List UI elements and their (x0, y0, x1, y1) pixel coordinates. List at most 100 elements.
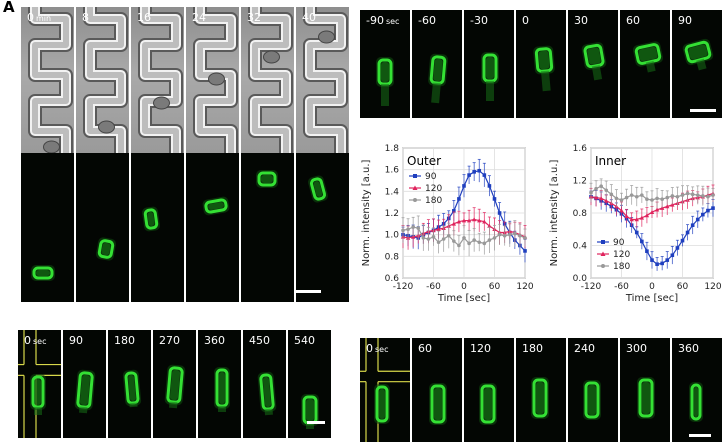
cell-image (479, 383, 497, 425)
time-label: 0 min (27, 12, 51, 23)
legend-label: 90 (425, 172, 437, 182)
data-point (401, 228, 405, 233)
data-point (619, 198, 624, 202)
data-point (436, 227, 441, 232)
data-point (441, 237, 446, 241)
time-label: 60 (626, 15, 642, 26)
cell-image (308, 175, 328, 203)
cell-image (96, 237, 116, 261)
inner-chart: -120 -60 0 60 120 0.0 0.4 0.8 1.2 1.6 Time [sec] No… (543, 140, 723, 304)
inner-chart-svg: -120 -60 0 60 120 0.0 0.4 0.8 1.2 1.6 Time [sec] No… (549, 144, 722, 304)
channel-image (248, 7, 293, 153)
data-point (416, 226, 421, 230)
time-label-value: 360 (204, 334, 225, 347)
x-axis-label: Time [sec] (437, 293, 490, 304)
data-point (675, 246, 680, 250)
cell-image (428, 53, 448, 104)
data-point (472, 170, 476, 174)
time-label: 30 (574, 15, 590, 26)
fluorescence-frame (241, 153, 294, 302)
time-label: 240 (574, 343, 597, 354)
data-point (487, 238, 492, 242)
data-point (634, 217, 639, 222)
fluorescence-frame (186, 153, 239, 302)
cell-image (256, 170, 278, 188)
time-label-value: 24 (192, 11, 206, 24)
time-label: 24 (192, 12, 208, 23)
time-label-value: 0 (27, 11, 34, 24)
data-point (675, 194, 680, 199)
cell-image (164, 364, 186, 409)
fluorescence-frame (21, 153, 74, 302)
data-point (472, 238, 476, 242)
time-label: -30 (470, 15, 490, 26)
data-point (670, 194, 675, 198)
time-label: 0 sec (24, 335, 47, 346)
time-label: 0 sec (366, 343, 389, 354)
legend-label: 90 (613, 238, 625, 248)
fluorescence-frame: 300 (620, 338, 670, 442)
fluorescence-frame: 60 (412, 338, 462, 442)
data-point (680, 238, 685, 243)
data-point (640, 193, 644, 197)
time-label: 120 (470, 343, 493, 354)
channel-image (193, 7, 238, 153)
panel-e-scale-bar (689, 434, 711, 437)
data-point (497, 211, 502, 215)
data-point (654, 207, 660, 212)
data-point (471, 217, 477, 222)
data-point (685, 191, 690, 196)
data-point (461, 218, 467, 223)
data-point (482, 241, 487, 246)
fluorescence-frame: 90 (63, 330, 106, 438)
y-tick-label: 1.6 (385, 166, 400, 176)
data-point (598, 196, 604, 201)
data-point (665, 195, 670, 200)
y-tick-label: 0.4 (573, 242, 588, 252)
data-point (670, 202, 675, 207)
time-label-value: 90 (678, 14, 692, 27)
data-point (639, 215, 645, 220)
cell-image (583, 380, 601, 420)
data-point (456, 219, 462, 224)
legend-marker (413, 174, 417, 178)
fluorescence-frame: 30 (568, 10, 618, 118)
data-point (660, 197, 664, 201)
fluorescence-frame: 180 (516, 338, 566, 442)
cell-image (30, 374, 46, 415)
data-point (624, 214, 629, 219)
time-label: 180 (114, 335, 137, 346)
data-point (466, 218, 472, 223)
brightfield-frame: 16 (131, 7, 184, 153)
fluorescence-frame: 540 (288, 330, 331, 438)
fluorescence-frame: 270 (153, 330, 196, 438)
time-label-value: 270 (159, 334, 180, 347)
fluorescence-frame: 0 sec (360, 338, 410, 442)
cell-image (31, 265, 55, 281)
data-point (482, 219, 487, 224)
data-point (467, 173, 471, 177)
data-point (492, 236, 497, 240)
data-point (487, 184, 492, 188)
fluorescence-frame (296, 153, 349, 302)
data-point (695, 193, 700, 197)
data-point (593, 195, 599, 200)
panel-b-scale-bar (690, 109, 716, 112)
x-tick-label: 120 (704, 282, 721, 292)
cell-image (533, 45, 555, 92)
data-point (523, 249, 527, 253)
data-point (685, 230, 690, 235)
channel-outline (360, 338, 410, 442)
y-axis-label: Norm. intensity [a.u.] (361, 160, 372, 267)
data-point (634, 194, 639, 199)
data-point (711, 193, 715, 197)
data-point (645, 249, 649, 253)
brightfield-frame: 24 (186, 7, 239, 153)
fluorescence-frame: 240 (568, 338, 618, 442)
data-point (477, 218, 482, 223)
data-point (599, 184, 603, 188)
data-point (457, 243, 461, 248)
data-point (706, 208, 710, 213)
data-point (594, 186, 598, 191)
time-label: 8 (82, 12, 91, 23)
